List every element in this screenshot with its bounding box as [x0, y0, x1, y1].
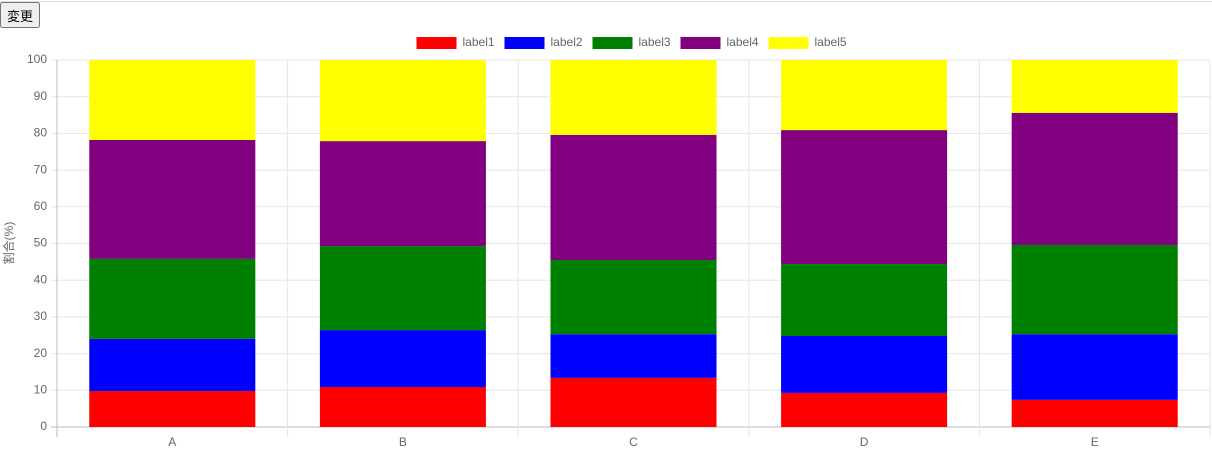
legend-swatch — [592, 37, 633, 49]
y-tick-label: 30 — [34, 309, 48, 323]
bar-segment — [550, 377, 717, 427]
bar-segment — [781, 335, 948, 393]
bar-segment — [781, 130, 948, 265]
bar-segment — [550, 260, 717, 335]
bar-segment — [1011, 399, 1178, 427]
bar-segment — [319, 141, 486, 247]
y-tick-label: 20 — [34, 346, 48, 360]
bar-segment — [781, 392, 948, 427]
y-tick-label: 60 — [34, 199, 48, 213]
y-tick-label: 80 — [34, 126, 48, 140]
bar-segment — [550, 334, 717, 378]
y-axis-title: 割合(%) — [1, 222, 16, 265]
y-tick-label: 90 — [34, 89, 48, 103]
y-tick-label: 100 — [27, 52, 47, 66]
bar-segment — [1011, 244, 1178, 335]
bar-segment — [89, 140, 256, 259]
bar-segment — [319, 386, 486, 427]
x-tick-label: C — [629, 435, 638, 449]
legend-label: label2 — [551, 35, 583, 49]
bar-segment — [1011, 112, 1178, 245]
y-tick-label: 0 — [40, 419, 47, 433]
y-tick-label: 70 — [34, 162, 48, 176]
x-tick-label: D — [860, 435, 869, 449]
bar-segment — [319, 60, 486, 142]
legend-swatch — [504, 37, 545, 49]
bar-segment — [1011, 334, 1178, 400]
bar-segment — [89, 258, 256, 339]
bar-segment — [550, 60, 717, 135]
legend-label: label5 — [815, 35, 847, 49]
bar-segment — [319, 330, 486, 387]
bar-segment — [319, 246, 486, 331]
x-tick-label: B — [399, 435, 407, 449]
legend-swatch — [680, 37, 721, 49]
bar-segment — [781, 264, 948, 336]
legend-swatch — [768, 37, 809, 49]
bar-segment — [89, 60, 256, 141]
x-tick-label: E — [1091, 435, 1099, 449]
legend-label: label1 — [463, 35, 495, 49]
bar-segment — [550, 134, 717, 261]
y-tick-label: 40 — [34, 272, 48, 286]
y-tick-label: 10 — [34, 382, 48, 396]
x-tick-label: A — [168, 435, 176, 449]
bar-segment — [781, 60, 948, 131]
bar-segment — [89, 338, 256, 392]
bar-segment — [89, 391, 256, 427]
change-button[interactable]: 変更 — [0, 2, 41, 28]
divider — [0, 1, 1212, 2]
y-tick-label: 50 — [34, 236, 48, 250]
bar-segment — [1011, 60, 1178, 113]
legend-swatch — [416, 37, 457, 49]
legend-label: label3 — [639, 35, 671, 49]
legend-label: label4 — [727, 35, 759, 49]
